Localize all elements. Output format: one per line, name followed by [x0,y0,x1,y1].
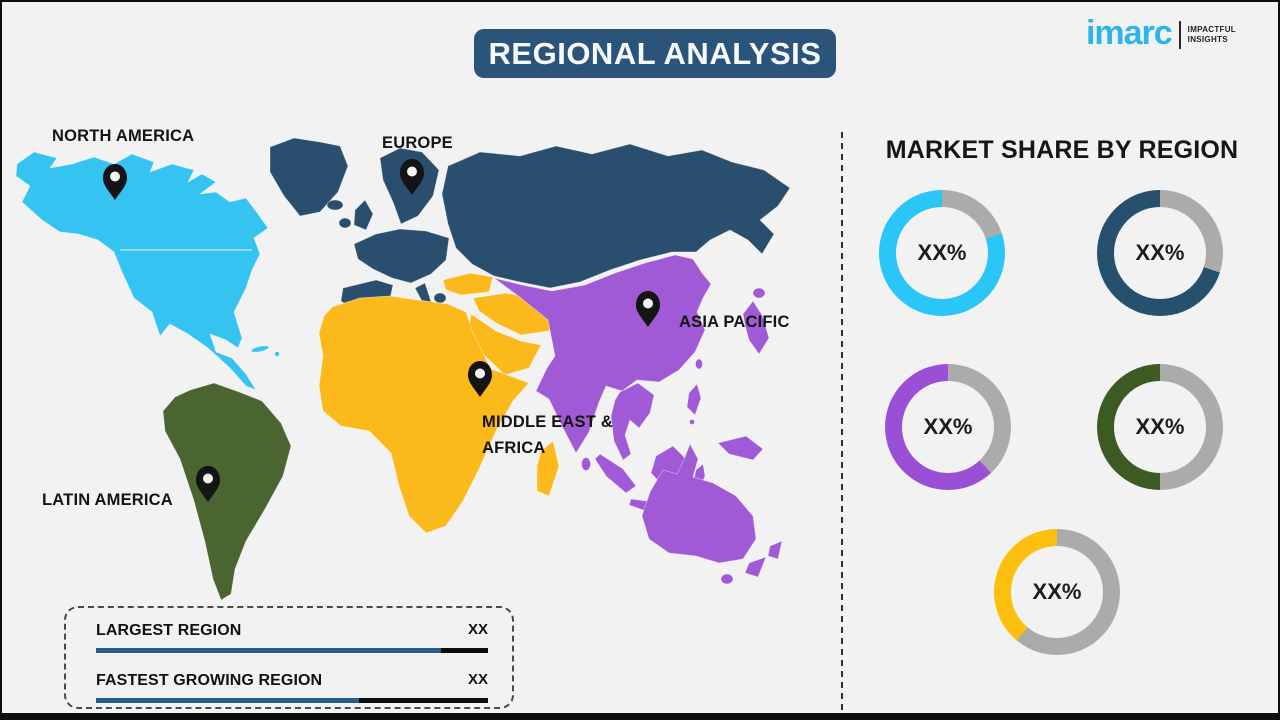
japan-shape [742,300,770,355]
donut-hole: XX% [896,207,988,299]
legend-label: FASTEST GROWING REGION [96,672,323,689]
pin-hole [203,473,213,484]
legend-bar-largest [96,648,488,653]
pin-middle-east-africa [468,361,492,397]
nz-south-island-shape [744,556,767,578]
pin-latin-america [196,466,220,502]
legend-label: LARGEST REGION [96,622,242,639]
logo-tagline-line1: IMPACTFUL [1187,24,1236,34]
south-america-shape [162,382,292,601]
donut-value: XX% [917,240,967,265]
asia-pacific-label: ASIA PACIFIC [679,313,790,331]
greenland-shape [269,137,349,217]
pin-asia-pacific [636,291,660,327]
mainland-europe-shape [353,228,450,284]
location-pin-icon [636,291,660,327]
africa-shape [318,295,530,534]
pin-hole [110,171,120,182]
tasmania-shape [720,573,734,585]
pin-hole [407,166,417,177]
page-title: REGIONAL ANALYSIS [488,35,822,71]
nz-north-island-shape [767,540,783,560]
logo-tagline-line2: INSIGHTS [1187,35,1228,44]
location-pin-icon [400,159,424,195]
donut-hole: XX% [1011,546,1103,638]
donut-value: XX% [1135,240,1185,265]
pin-europe [400,159,424,195]
donut-chart-green: XX% [1097,364,1223,490]
legend-row-largest: LARGEST REGION XX [96,621,488,640]
taiwan-shape [695,358,703,370]
location-pin-icon [103,164,127,200]
donut-hole: XX% [1114,381,1206,473]
donut-chart-yellow: XX% [994,529,1120,655]
legend-bar-fastest [96,698,488,703]
cuba-shape [250,345,270,353]
australia-shape [641,443,757,564]
legend-value: XX [467,621,488,638]
donut-chart-cyan: XX% [879,190,1005,316]
map-pins [103,159,660,502]
hispaniola-shape [274,351,280,357]
madagascar-shape [536,440,560,497]
north-america-label: NORTH AMERICA [52,127,195,145]
donut-chart-navy: XX% [1097,190,1223,316]
pin-north-america [103,164,127,200]
pin-hole [475,368,485,379]
market-share-title: MARKET SHARE BY REGION [885,136,1239,164]
hokkaido-shape [752,287,766,299]
mindanao-shape [689,419,695,425]
donut-hole: XX% [1114,207,1206,299]
turkey-shape [442,272,494,296]
legend-bar-fill [96,648,441,653]
world-map [15,137,791,601]
ireland-shape [338,217,352,229]
section-divider [841,132,843,710]
legend-bar-fill [96,698,359,703]
latin-america-label: LATIN AMERICA [42,491,173,509]
north-america-region [15,151,280,391]
indochina-shape [610,382,655,461]
north-america-shape [15,151,269,391]
logo-divider [1178,21,1181,49]
philippines-shape [686,383,702,416]
pin-hole [643,298,653,309]
imarc-brand-text: imarc [1085,14,1173,52]
sri-lanka-shape [581,457,591,471]
greece-shape [433,292,447,304]
donut-value: XX% [1032,579,1082,604]
legend-row-fastest: FASTEST GROWING REGION XX [96,671,488,690]
iceland-shape [326,199,344,211]
donut-hole: XX% [902,381,994,473]
middle-east-africa-region [318,272,560,534]
sumatra-shape [594,453,637,494]
imarc-logo: imarc IMPACTFUL INSIGHTS [1086,16,1236,50]
new-guinea-shape [717,435,764,461]
latin-america-region [162,382,292,601]
middle-east-africa-label: MIDDLE EAST & AFRICA [482,413,613,457]
europe-label: EUROPE [382,134,453,152]
page-title-banner: REGIONAL ANALYSIS [474,29,836,78]
donut-value: XX% [923,414,973,439]
location-pin-icon [468,361,492,397]
logo-tagline: IMPACTFUL INSIGHTS [1188,25,1236,46]
legend-box: LARGEST REGION XX FASTEST GROWING REGION… [64,606,514,709]
location-pin-icon [196,466,220,502]
donut-chart-purple: XX% [885,364,1011,490]
russia-shape [441,143,791,289]
legend-value: XX [467,671,488,688]
donut-value: XX% [1135,414,1185,439]
europe-region [269,137,791,318]
uk-shape [353,199,374,231]
